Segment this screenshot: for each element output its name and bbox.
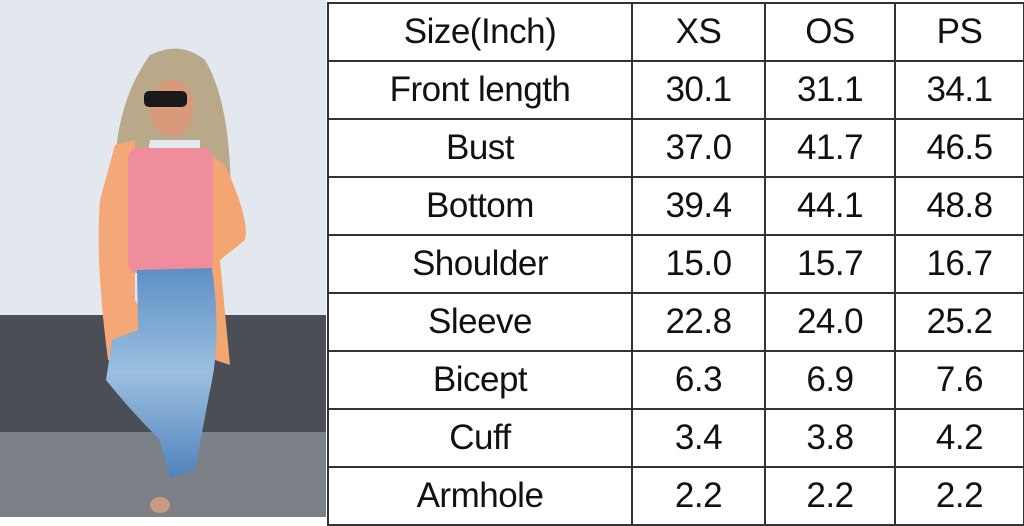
size-chart-table: Size(Inch) XS OS PS Front length 30.1 31.1 34.1… (327, 2, 1024, 526)
foot (150, 497, 170, 513)
measurement-label: Bottom (327, 176, 633, 236)
measurement-value: 41.7 (764, 118, 896, 178)
measurement-label: Armhole (327, 466, 633, 526)
measurement-value: 3.4 (631, 408, 766, 468)
top (128, 148, 213, 273)
table-row: Sleeve 22.8 24.0 25.2 (327, 292, 1024, 352)
size-header: PS (894, 2, 1024, 62)
measurement-value: 31.1 (764, 60, 896, 120)
size-header: XS (631, 2, 766, 62)
measurement-value: 46.5 (894, 118, 1024, 178)
table-row: Front length 30.1 31.1 34.1 (327, 60, 1024, 120)
measurement-value: 44.1 (764, 176, 896, 236)
measurement-value: 39.4 (631, 176, 766, 236)
table-row: Cuff 3.4 3.8 4.2 (327, 408, 1024, 468)
measurement-value: 37.0 (631, 118, 766, 178)
measurement-label: Bust (327, 118, 633, 178)
measurement-label: Cuff (327, 408, 633, 468)
measurement-label: Shoulder (327, 234, 633, 294)
measurement-value: 7.6 (894, 350, 1024, 410)
table-row: Bottom 39.4 44.1 48.8 (327, 176, 1024, 236)
product-photo (0, 0, 326, 517)
measurement-value: 22.8 (631, 292, 766, 352)
measurement-label: Sleeve (327, 292, 633, 352)
measurement-value: 3.8 (764, 408, 896, 468)
measurement-value: 2.2 (764, 466, 896, 526)
face (150, 80, 194, 136)
measurement-value: 24.0 (764, 292, 896, 352)
header-row: Size(Inch) XS OS PS (327, 2, 1024, 62)
measurement-label: Bicept (327, 350, 633, 410)
sunglasses (144, 91, 187, 107)
measurement-value: 48.8 (894, 176, 1024, 236)
measurement-value: 15.7 (764, 234, 896, 294)
measurement-value: 15.0 (631, 234, 766, 294)
header-label: Size(Inch) (327, 2, 633, 62)
table-row: Armhole 2.2 2.2 2.2 (327, 466, 1024, 526)
measurement-value: 34.1 (894, 60, 1024, 120)
table-row: Shoulder 15.0 15.7 16.7 (327, 234, 1024, 294)
size-header: OS (764, 2, 896, 62)
measurement-value: 6.9 (764, 350, 896, 410)
measurement-label: Front length (327, 60, 633, 120)
measurement-value: 6.3 (631, 350, 766, 410)
measurement-value: 2.2 (894, 466, 1024, 526)
jeans (106, 268, 217, 478)
measurement-value: 16.7 (894, 234, 1024, 294)
table-row: Bust 37.0 41.7 46.5 (327, 118, 1024, 178)
table-row: Bicept 6.3 6.9 7.6 (327, 350, 1024, 410)
measurement-value: 2.2 (631, 466, 766, 526)
measurement-value: 4.2 (894, 408, 1024, 468)
measurement-value: 30.1 (631, 60, 766, 120)
measurement-value: 25.2 (894, 292, 1024, 352)
